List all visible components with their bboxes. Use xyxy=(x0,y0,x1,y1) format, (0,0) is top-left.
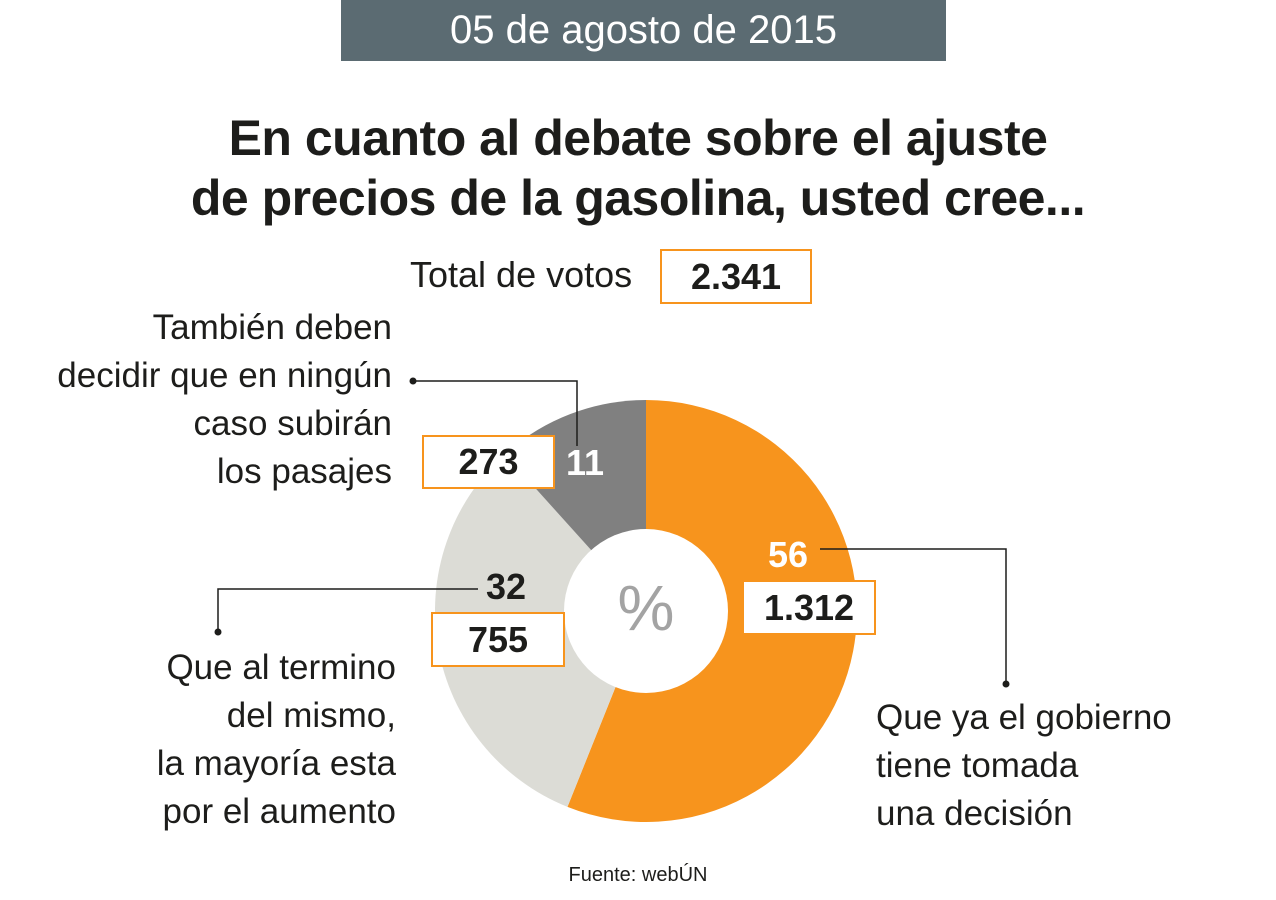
category-label-pasajes: También deben decidir que en ningún caso… xyxy=(57,304,392,496)
title-line-2: de precios de la gasolina, usted cree... xyxy=(190,170,1086,226)
label-line: caso subirán xyxy=(193,404,392,443)
category-label-gobierno: Que ya el gobierno tiene tomada una deci… xyxy=(876,694,1172,838)
percent-label-pasajes: 11 xyxy=(566,442,605,483)
total-votes-value: 2.341 xyxy=(660,249,812,304)
label-line: la mayoría esta xyxy=(156,744,396,783)
label-line: los pasajes xyxy=(216,452,392,491)
total-votes-label: Total de votos xyxy=(410,254,633,295)
leader-line-aumento xyxy=(217,588,478,632)
label-line: del mismo, xyxy=(226,696,396,735)
votes-box-pasajes: 273 xyxy=(422,435,555,489)
chart-title: En cuanto al debate sobre el ajuste de p… xyxy=(100,108,1176,228)
votes-box-gobierno: 1.312 xyxy=(742,580,876,635)
label-line: tiene tomada xyxy=(876,746,1079,785)
percent-label-aumento: 32 xyxy=(486,566,527,607)
label-line: una decisión xyxy=(876,794,1073,833)
label-line: También deben xyxy=(152,308,392,347)
percent-symbol: % xyxy=(617,572,675,644)
source-note: Fuente: webÚN xyxy=(568,864,708,886)
title-line-1: En cuanto al debate sobre el ajuste xyxy=(228,110,1048,166)
label-line: por el aumento xyxy=(162,792,396,831)
leader-line-gobierno xyxy=(820,548,1007,684)
label-line: decidir que en ningún xyxy=(57,356,392,395)
leader-dot-aumento xyxy=(214,628,222,636)
date-banner: 05 de agosto de 2015 xyxy=(341,0,946,61)
percent-label-gobierno: 56 xyxy=(768,534,809,575)
leader-line-pasajes xyxy=(413,380,578,446)
label-line: Que ya el gobierno xyxy=(876,698,1172,737)
donut-hole xyxy=(564,529,728,693)
category-label-aumento: Que al termino del mismo, la mayoría est… xyxy=(157,644,396,836)
leader-dot-gobierno xyxy=(1002,680,1010,688)
leader-dot-pasajes xyxy=(409,377,417,385)
label-line: Que al termino xyxy=(166,648,396,687)
votes-box-aumento: 755 xyxy=(431,612,565,667)
